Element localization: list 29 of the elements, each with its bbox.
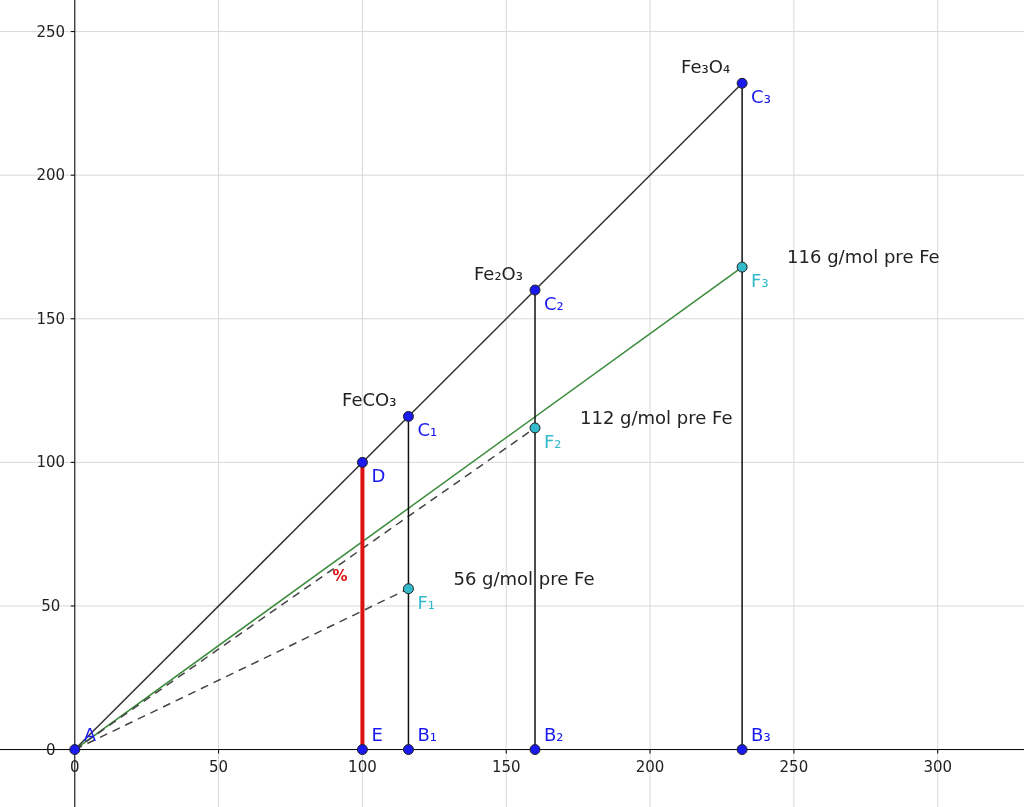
series-label: C₁: [417, 419, 438, 441]
series-label: B₁: [417, 723, 438, 745]
x-tick-label: 200: [635, 757, 665, 776]
y-tick-label: 200: [36, 166, 66, 185]
series-label: F₁: [417, 591, 436, 613]
annotation: 116 g/mol pre Fe: [787, 246, 940, 268]
annotation: 56 g/mol pre Fe: [453, 567, 595, 589]
annotation: Fe₂O₃: [473, 263, 524, 285]
series-label: F₃: [751, 270, 769, 292]
annotation: 112 g/mol pre Fe: [580, 406, 733, 428]
series-label: C₂: [544, 293, 564, 315]
y-tick-label: 50: [41, 596, 61, 615]
series-label: F₂: [544, 430, 562, 452]
series-label: %: [332, 566, 348, 585]
series-label: D: [371, 465, 386, 487]
y-tick-label: 150: [36, 309, 66, 328]
series-label: B₃: [751, 723, 771, 745]
x-tick-label: 50: [209, 757, 229, 776]
x-tick-label: 250: [779, 757, 809, 776]
series-label: E: [371, 723, 383, 745]
y-tick-label: 100: [36, 453, 66, 472]
x-tick-label: 100: [348, 757, 377, 776]
series-label: C₃: [751, 86, 771, 108]
series-label: B₂: [544, 723, 564, 745]
y-tick-label: 250: [36, 22, 66, 41]
annotation: Fe₃O₄: [681, 56, 731, 78]
x-tick-label: 300: [923, 757, 953, 776]
x-tick-label: 150: [491, 757, 521, 776]
annotation: FeCO₃: [342, 389, 397, 411]
